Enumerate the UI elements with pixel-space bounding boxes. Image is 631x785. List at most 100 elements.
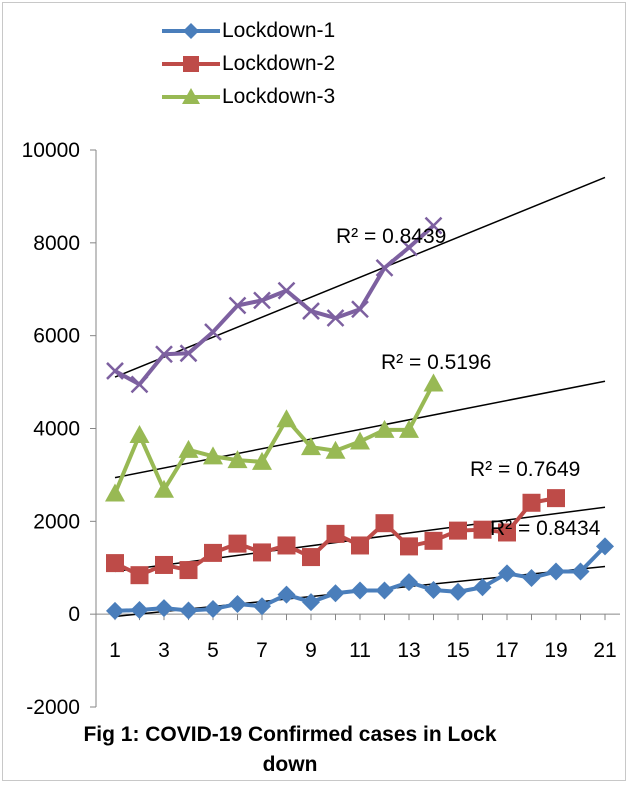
data-point bbox=[473, 520, 492, 539]
data-point bbox=[325, 440, 346, 459]
r2-label: R² = 0.8434 bbox=[490, 517, 601, 540]
legend-swatch-lockdown-2 bbox=[162, 56, 220, 72]
data-point bbox=[326, 309, 345, 327]
y-tick-label: -2000 bbox=[26, 696, 80, 719]
data-point bbox=[106, 554, 124, 573]
r2-label: R² = 0.7649 bbox=[470, 458, 580, 481]
data-point bbox=[449, 582, 467, 601]
data-point bbox=[106, 601, 124, 620]
y-tick-label: 8000 bbox=[33, 232, 80, 255]
data-point bbox=[154, 479, 174, 498]
data-point bbox=[351, 300, 369, 319]
x-tick-label: 13 bbox=[397, 639, 420, 662]
data-point bbox=[424, 581, 443, 600]
x-tick-label: 11 bbox=[349, 639, 371, 662]
figure-caption-line-2: down bbox=[262, 753, 318, 776]
data-point bbox=[276, 409, 297, 428]
data-point bbox=[547, 562, 565, 581]
data-point bbox=[228, 296, 247, 315]
y-tick-label: 6000 bbox=[33, 325, 80, 348]
data-point bbox=[374, 419, 395, 438]
data-point bbox=[302, 302, 320, 320]
data-point bbox=[449, 521, 467, 540]
x-tick-label: 5 bbox=[207, 639, 219, 662]
x-tick-label: 15 bbox=[446, 639, 469, 662]
data-point bbox=[253, 291, 271, 310]
data-point bbox=[253, 597, 271, 616]
legend-label-lockdown-3: Lockdown-3 bbox=[222, 85, 336, 108]
legend-swatch-lockdown-3 bbox=[162, 88, 220, 104]
x-tick-label: 19 bbox=[544, 639, 567, 662]
trendline bbox=[114, 176, 606, 378]
legend-label-lockdown-1: Lockdown-1 bbox=[222, 19, 336, 42]
data-point bbox=[301, 437, 321, 456]
data-point bbox=[178, 439, 199, 458]
y-tick-label: 4000 bbox=[33, 418, 80, 441]
data-point bbox=[228, 594, 247, 613]
x-tick-label: 17 bbox=[495, 639, 518, 662]
data-point bbox=[277, 585, 296, 604]
figure-caption-line-1: Fig 1: COVID-19 Confirmed cases in Lock bbox=[83, 723, 497, 746]
data-point bbox=[571, 562, 590, 581]
y-tick-label: 10000 bbox=[22, 139, 80, 162]
data-point bbox=[522, 493, 541, 512]
data-point bbox=[423, 373, 444, 392]
data-point bbox=[252, 451, 272, 470]
x-tick-label: 21 bbox=[593, 639, 616, 662]
data-point bbox=[203, 446, 223, 465]
data-point bbox=[351, 581, 369, 600]
series-line bbox=[114, 224, 435, 387]
data-point bbox=[596, 537, 614, 556]
data-point bbox=[375, 514, 394, 533]
data-point bbox=[179, 601, 198, 620]
data-point bbox=[547, 489, 565, 508]
data-point bbox=[204, 543, 222, 562]
legend-swatch-lockdown-1 bbox=[162, 23, 220, 39]
data-point bbox=[130, 375, 149, 394]
data-point bbox=[302, 593, 320, 612]
data-point bbox=[227, 450, 248, 469]
data-point bbox=[253, 543, 271, 562]
data-point bbox=[400, 537, 418, 556]
data-point bbox=[204, 600, 222, 619]
data-point bbox=[522, 568, 541, 587]
data-point bbox=[155, 555, 173, 574]
data-point bbox=[155, 345, 173, 364]
data-point bbox=[399, 419, 419, 438]
data-point bbox=[400, 238, 418, 257]
r2-label: R² = 0.8439 bbox=[336, 225, 446, 248]
data-point bbox=[130, 566, 149, 585]
data-point bbox=[155, 599, 173, 618]
y-tick-label: 2000 bbox=[33, 510, 80, 533]
series-line bbox=[113, 382, 436, 495]
x-tick-label: 7 bbox=[256, 639, 268, 662]
data-point bbox=[400, 573, 418, 592]
data-point bbox=[277, 536, 296, 555]
data-point bbox=[228, 534, 247, 553]
data-point bbox=[498, 564, 516, 583]
x-tick-label: 3 bbox=[158, 639, 170, 662]
y-tick-label: 0 bbox=[68, 603, 80, 626]
data-point bbox=[473, 578, 492, 597]
data-point bbox=[130, 600, 149, 619]
data-point bbox=[498, 523, 516, 542]
data-point bbox=[326, 524, 345, 543]
x-tick-label: 1 bbox=[109, 639, 121, 662]
data-point bbox=[375, 259, 394, 277]
data-point bbox=[179, 344, 198, 363]
trendline bbox=[114, 380, 606, 479]
data-point bbox=[105, 483, 125, 502]
r2-label: R² = 0.5196 bbox=[381, 351, 491, 374]
data-point bbox=[179, 561, 198, 580]
data-point bbox=[277, 281, 296, 300]
data-point bbox=[129, 424, 150, 443]
data-point bbox=[106, 362, 124, 380]
data-point bbox=[204, 323, 222, 341]
data-point bbox=[326, 584, 345, 603]
legend-label-lockdown-2: Lockdown-2 bbox=[222, 52, 336, 75]
data-point bbox=[351, 536, 369, 555]
data-point bbox=[350, 431, 370, 450]
data-point bbox=[424, 531, 443, 550]
data-point bbox=[302, 548, 320, 567]
